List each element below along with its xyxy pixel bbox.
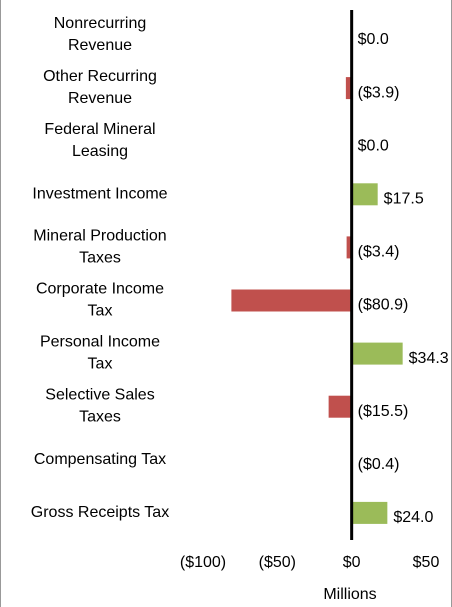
value-label: $0.0 [358, 137, 389, 154]
category-label: Federal Mineral Leasing [44, 121, 155, 160]
category-label: Investment Income [32, 186, 167, 203]
category-label: Mineral Production Taxes [33, 228, 166, 267]
value-label: ($3.9) [358, 84, 400, 101]
bar [351, 501, 388, 524]
value-label: ($80.9) [358, 297, 409, 314]
x-tick-label: $0 [343, 554, 361, 571]
value-label: $24.0 [393, 509, 433, 526]
bar [346, 236, 352, 259]
x-tick-label: ($50) [259, 554, 296, 571]
x-tick-label: $50 [413, 554, 440, 571]
value-label: $17.5 [384, 191, 424, 208]
category-label: Compensating Tax [34, 451, 166, 468]
value-label: ($3.4) [358, 244, 400, 261]
value-label: $0.0 [358, 31, 389, 48]
value-label: ($0.4) [358, 456, 400, 473]
category-label: Nonrecurring Revenue [54, 15, 146, 54]
bar [328, 395, 352, 418]
category-label: Selective Sales Taxes [45, 387, 154, 426]
category-label: Personal Income Tax [40, 334, 160, 373]
category-label: Corporate Income Tax [36, 281, 164, 320]
bar [351, 342, 403, 365]
x-tick-label: ($100) [180, 554, 226, 571]
category-label: Gross Receipts Tax [31, 504, 169, 521]
bar [231, 289, 352, 312]
value-label: ($15.5) [358, 403, 409, 420]
x-axis-title: Millions [323, 586, 376, 603]
value-label: $34.3 [409, 350, 449, 367]
bar [345, 77, 352, 100]
category-label: Other Recurring Revenue [43, 68, 157, 107]
bar [351, 183, 378, 206]
